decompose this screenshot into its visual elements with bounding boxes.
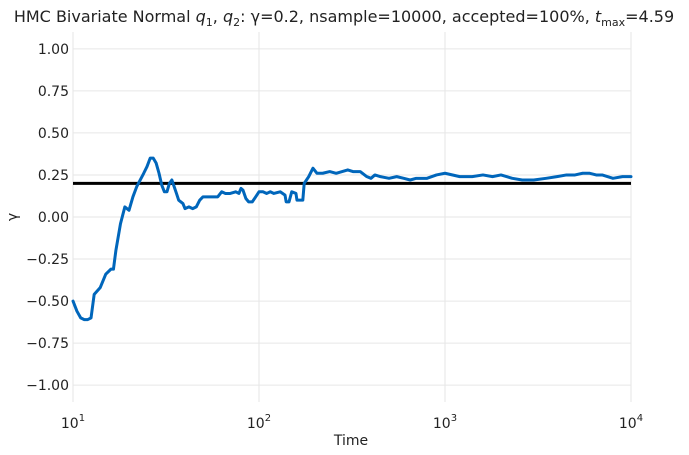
y-tick-label: −1.00 bbox=[26, 378, 69, 394]
grid bbox=[72, 32, 632, 402]
series-layer bbox=[71, 156, 633, 322]
x-tick-labels: 101 102 103 104 bbox=[61, 413, 643, 432]
chart-title: HMC Bivariate Normal q1, q2: γ=0.2, nsam… bbox=[14, 7, 674, 29]
y-tick-label: −0.50 bbox=[26, 294, 69, 310]
y-tick-label: −0.75 bbox=[26, 336, 69, 352]
y-tick-label: 0.00 bbox=[38, 210, 69, 226]
x-tick-label: 102 bbox=[247, 413, 271, 432]
x-axis-label: Time bbox=[333, 433, 368, 449]
y-tick-label: −0.25 bbox=[26, 252, 69, 268]
series-line bbox=[71, 156, 633, 322]
x-tick-label: 101 bbox=[61, 413, 85, 432]
y-axis-label: γ bbox=[5, 213, 21, 221]
x-tick-label: 103 bbox=[433, 413, 457, 432]
y-tick-label: 1.00 bbox=[38, 42, 69, 58]
y-tick-labels: 1.00 0.75 0.50 0.25 0.00 −0.25 −0.50 −0.75 −1.00 bbox=[26, 42, 69, 394]
y-tick-label: 0.25 bbox=[38, 168, 69, 184]
y-tick-label: 0.50 bbox=[38, 126, 69, 142]
x-tick-label: 104 bbox=[619, 413, 643, 432]
y-tick-label: 0.75 bbox=[38, 84, 69, 100]
